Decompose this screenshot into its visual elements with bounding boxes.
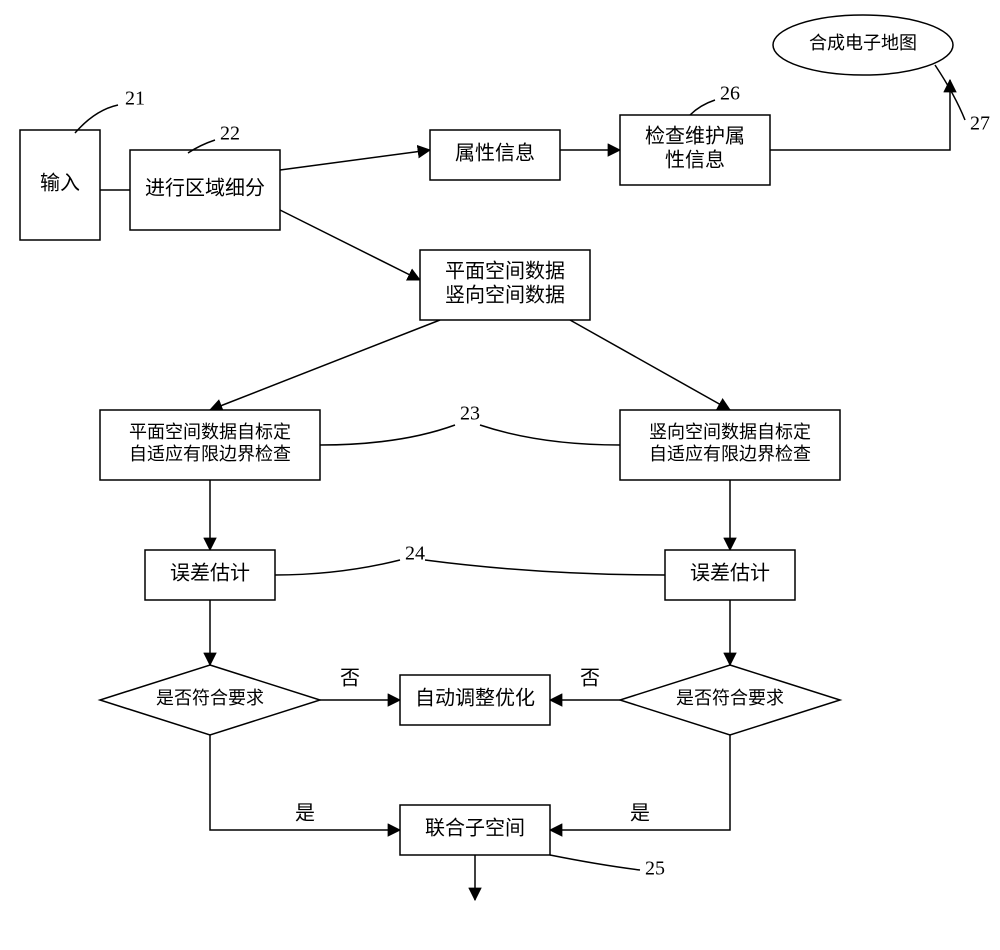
node-err_right: 误差估计 <box>665 550 795 600</box>
annotation-21-text: 21 <box>125 88 145 110</box>
node-spatial-label-line-0: 平面空间数据 <box>445 260 565 283</box>
node-check_attr-label-line-0: 检查维护属 <box>645 125 745 148</box>
node-input-label-line-0: 输入 <box>40 172 80 195</box>
edge-12: 否 <box>550 668 620 700</box>
node-synth_map: 合成电子地图 <box>773 15 953 75</box>
node-err_left-label-line-0: 误差估计 <box>170 562 250 585</box>
node-err_left: 误差估计 <box>145 550 275 600</box>
annotation-21: 21 <box>75 88 145 133</box>
annotation-27-text: 27 <box>970 113 990 135</box>
edge-13: 是 <box>210 735 400 830</box>
edge-12-label: 否 <box>580 668 600 690</box>
node-check_plan: 平面空间数据自标定自适应有限边界检查 <box>100 410 320 480</box>
node-union: 联合子空间 <box>400 805 550 855</box>
annotation-23-text: 23 <box>460 403 480 425</box>
node-dec_left: 是否符合要求 <box>100 665 320 735</box>
node-spatial-label-line-1: 竖向空间数据 <box>445 284 565 307</box>
edge-1 <box>280 150 430 170</box>
node-check_plan-label-line-0: 平面空间数据自标定 <box>129 422 291 442</box>
node-auto_adjust-label-line-0: 自动调整优化 <box>415 687 535 710</box>
node-dec_right-label-line-0: 是否符合要求 <box>676 688 784 708</box>
annotation-24-text: 24 <box>405 543 425 565</box>
annotation-22: 22 <box>188 123 240 153</box>
edge-14-label: 是 <box>630 803 650 825</box>
annotation-27: 27 <box>935 65 990 135</box>
annotation-25: 25 <box>550 855 665 880</box>
annotation-24: 24 <box>275 543 665 575</box>
annotation-26-text: 26 <box>720 83 740 105</box>
edge-14: 是 <box>550 735 730 830</box>
node-check_vert: 竖向空间数据自标定自适应有限边界检查 <box>620 410 840 480</box>
annotation-22-text: 22 <box>220 123 240 145</box>
node-spatial: 平面空间数据竖向空间数据 <box>420 250 590 320</box>
node-region_split: 进行区域细分 <box>130 150 280 230</box>
node-attr_info: 属性信息 <box>430 130 560 180</box>
annotation-25-text: 25 <box>645 858 665 880</box>
node-check_vert-label-line-0: 竖向空间数据自标定 <box>649 422 811 442</box>
node-check_attr-label-line-1: 性信息 <box>665 149 725 172</box>
node-check_vert-label-line-1: 自适应有限边界检查 <box>649 444 811 464</box>
annotation-26: 26 <box>690 83 740 115</box>
node-region_split-label-line-0: 进行区域细分 <box>145 177 265 200</box>
node-attr_info-label-line-0: 属性信息 <box>455 142 535 165</box>
edge-4 <box>770 80 950 150</box>
edge-5 <box>210 320 440 410</box>
node-auto_adjust: 自动调整优化 <box>400 675 550 725</box>
node-dec_right: 是否符合要求 <box>620 665 840 735</box>
node-check_plan-label-line-1: 自适应有限边界检查 <box>129 444 291 464</box>
edge-2 <box>280 210 420 280</box>
node-check_attr: 检查维护属性信息 <box>620 115 770 185</box>
node-synth_map-label-line-0: 合成电子地图 <box>809 33 917 53</box>
edge-11-label: 否 <box>340 668 360 690</box>
node-dec_left-label-line-0: 是否符合要求 <box>156 688 264 708</box>
node-input: 输入 <box>20 130 100 240</box>
edge-6 <box>570 320 730 410</box>
flowchart-canvas: 否否是是 输入进行区域细分属性信息检查维护属性信息平面空间数据竖向空间数据平面空… <box>0 0 1000 950</box>
edge-13-label: 是 <box>295 803 315 825</box>
annotation-23: 23 <box>320 403 620 445</box>
node-err_right-label-line-0: 误差估计 <box>690 562 770 585</box>
edge-11: 否 <box>320 668 400 700</box>
node-union-label-line-0: 联合子空间 <box>425 817 525 840</box>
